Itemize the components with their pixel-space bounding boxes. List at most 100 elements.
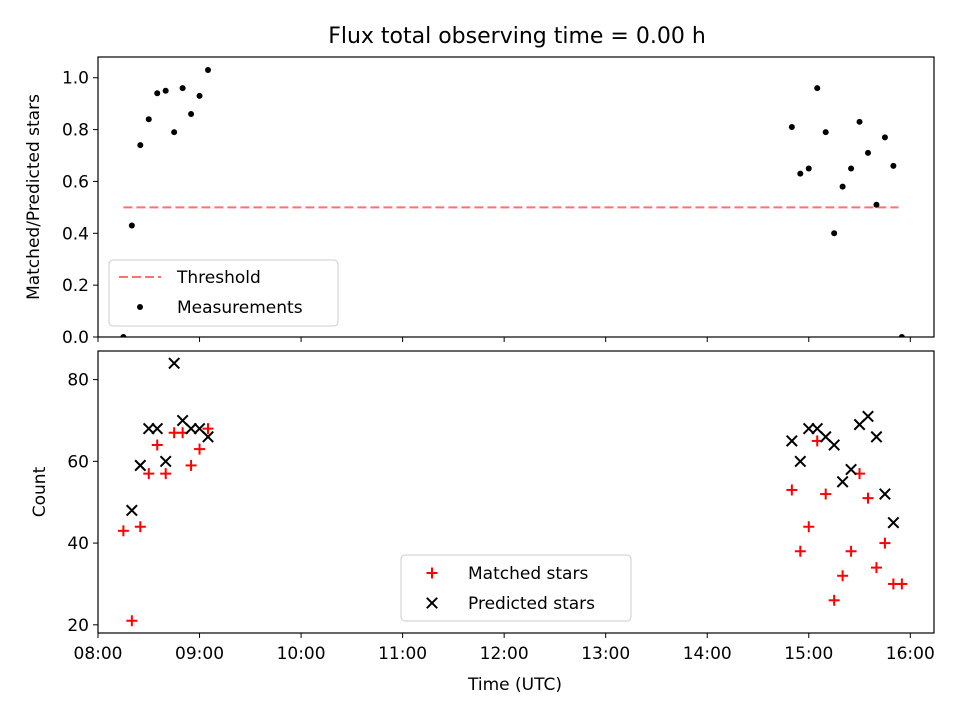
matched-star-point [202,423,214,435]
predicted-star-point [185,422,197,435]
x-tick-label: 12:00 [480,644,529,664]
measurement-point [839,183,846,190]
measurement-point [154,90,161,97]
predicted-star-point [151,422,164,435]
measurement-point [822,129,829,136]
legend-box [108,259,339,327]
y-axis-label: Matched/Predicted stars [24,94,44,300]
predicted-stars-series [125,357,900,529]
x-axis-label: Time (UTC) [467,675,562,695]
measurement-point [179,85,186,92]
measurement-point [881,134,888,141]
measurement-point [805,165,812,172]
x-stroke-b [836,475,849,488]
measurement-point [137,142,144,149]
predicted-star-point [836,475,849,488]
legend-measurement-swatch [137,304,143,310]
measurement-point [145,116,152,123]
measurement-point [205,66,211,73]
y-tick-label: 0.0 [62,328,89,348]
x-stroke-b [794,455,807,468]
x-stroke-b [193,422,206,435]
legend-matched-label: Matched stars [468,564,588,584]
matched-star-point [820,488,832,500]
y-axis-label: Count [30,466,50,517]
x-stroke-b [185,422,197,435]
top-panel: 0.0 0.2 0.4 0.6 0.8 1.0 Matched/Predicted star… [24,56,935,348]
y-tick-label: 40 [67,534,89,554]
legend-measurement-label: Measurements [177,298,303,318]
x-stroke-b [862,410,874,423]
matched-star-point [126,615,138,627]
predicted-star-point [134,459,147,472]
x-tick-label: 16:00 [886,644,935,664]
predicted-star-point [785,435,798,447]
matched-star-point [837,570,849,582]
x-stroke-b [819,430,832,443]
measurement-point [848,165,855,172]
measurement-point [865,149,871,156]
top-plot-frame [97,56,935,338]
measurement-point [831,230,838,237]
legend-threshold-label: Threshold [176,268,261,288]
measurement-point [797,170,804,177]
bottom-legend: Matched stars Predicted stars [400,554,632,622]
predicted-star-point [879,488,891,500]
y-tick-label: 0.8 [62,121,89,141]
measurement-point [898,334,905,337]
measurement-point [196,92,203,99]
predicted-star-point [794,455,807,468]
matched-star-point [117,525,129,537]
y-tick-label: 1.0 [62,69,89,89]
x-stroke-b [887,516,900,529]
x-stroke-b [202,430,214,443]
matched-star-point [134,521,146,533]
legend-matched-swatch [426,567,438,579]
x-stroke-b [879,488,891,500]
predicted-star-point [202,430,214,443]
x-stroke-b [125,504,138,517]
measurement-point [856,118,863,125]
matched-star-point [879,537,891,549]
predicted-star-point [168,357,181,370]
x-stroke-b [168,357,181,370]
predicted-star-point [828,439,841,451]
x-stroke-b [802,422,815,435]
measurement-point [873,201,880,208]
matched-stars-series [117,423,908,627]
x-tick-label: 11:00 [378,644,427,664]
y-tick-label: 20 [67,616,89,636]
measurement-point [162,87,169,94]
x-stroke-b [785,435,798,447]
x-stroke-b [845,463,857,476]
chart-title: Flux total observing time = 0.00 h [328,24,706,49]
matched-star-point [845,545,857,557]
measurement-point [128,222,135,229]
predicted-star-point [125,504,138,517]
matched-star-point [786,484,798,496]
predicted-star-point [887,516,900,529]
measurements-series [120,66,905,337]
predicted-star-point [845,463,857,476]
measurement-point [788,124,795,130]
legend-predicted-label: Predicted stars [468,594,595,614]
bottom-panel: 20 40 60 80 08:00 09:00 10:00 11:00 12:00 13:00 14… [30,350,935,695]
predicted-star-point [159,455,172,468]
predicted-star-point [802,422,815,435]
x-stroke-b [811,422,824,435]
y-tick-label: 0.6 [62,172,89,192]
measurement-point [188,111,195,118]
x-stroke-b [159,455,172,468]
matched-star-point [828,594,840,606]
measurement-point [814,85,821,92]
bottom-plot-frame [97,350,935,634]
matched-star-point [194,443,206,455]
predicted-star-point [870,430,883,443]
x-tick-label: 15:00 [784,644,833,664]
matched-star-point [862,492,874,504]
predicted-star-point [862,410,874,423]
y-tick-label: 0.4 [62,224,89,244]
x-stroke-b [426,597,438,609]
x-tick-label: 13:00 [581,644,630,664]
